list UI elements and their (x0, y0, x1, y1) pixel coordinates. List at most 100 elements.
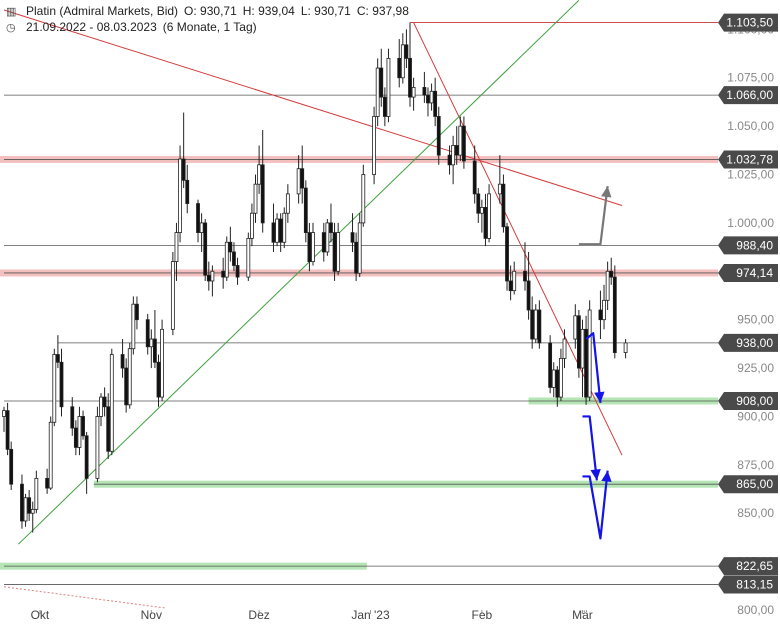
candle-body (332, 232, 337, 272)
candle-body (9, 448, 14, 485)
candle (354, 232, 359, 281)
price-badge: 1.103,50 (718, 13, 778, 32)
candle (350, 213, 355, 252)
candle (555, 366, 560, 407)
candle (181, 112, 186, 189)
candle-body (354, 241, 359, 274)
candle (386, 48, 391, 123)
forecast-arrow (585, 332, 602, 404)
price-badge: 865,00 (718, 475, 778, 494)
candle-body (382, 96, 387, 117)
candle (275, 213, 279, 247)
candle-body (275, 218, 279, 243)
candle (372, 106, 376, 185)
candle-body (77, 416, 82, 448)
candle (429, 83, 434, 111)
candle (361, 164, 366, 227)
candle (59, 348, 64, 417)
candle (580, 319, 585, 398)
candle-body (311, 232, 315, 263)
candle (336, 222, 341, 276)
candle-body (361, 174, 366, 224)
candle-body (408, 57, 412, 98)
candle (311, 222, 315, 266)
candle-body (59, 361, 64, 408)
x-tick-label: Mär (572, 608, 593, 622)
candle-body (479, 207, 484, 214)
price-badge: 988,40 (718, 236, 778, 255)
candle (530, 296, 535, 349)
candle (5, 402, 10, 456)
candle (357, 213, 362, 278)
candle-body (253, 183, 258, 214)
candle-body (185, 179, 190, 204)
candle-body (278, 218, 283, 243)
candle-body (325, 222, 330, 253)
candle (228, 226, 233, 262)
candle-body (321, 232, 326, 253)
candle-body (587, 309, 592, 398)
price-badge: 1.032,78 (718, 150, 778, 169)
period-label: (6 Monate, 1 Tag) (162, 20, 257, 34)
candle-body (462, 125, 466, 162)
price-badge: 974,14 (718, 263, 778, 282)
candle (533, 304, 538, 343)
candle (109, 348, 114, 456)
candle-body (102, 396, 107, 408)
low-value: L: 930,71 (300, 4, 351, 18)
candle (584, 315, 588, 405)
candle-body (576, 315, 581, 369)
candle-body (228, 241, 233, 253)
price-badge-shape (718, 263, 778, 282)
candle (329, 203, 333, 243)
candle-body (199, 222, 204, 233)
candle (73, 420, 78, 456)
candle-body (285, 193, 290, 214)
candle (605, 261, 610, 310)
candle-body (372, 116, 376, 175)
price-badge-shape (718, 575, 778, 594)
candle-body (555, 369, 560, 398)
candle-body (357, 222, 362, 274)
price-badge-label: 1.103,50 (726, 16, 773, 30)
candle-body (411, 87, 416, 98)
candle-body (95, 416, 100, 479)
candle (203, 219, 208, 281)
candle-body (174, 232, 179, 263)
candle-body (296, 168, 301, 195)
y-tick-label: 850,00 (737, 506, 774, 520)
candle (23, 493, 28, 527)
price-badge-label: 813,15 (736, 578, 773, 592)
candle-body (170, 261, 175, 330)
candle (300, 145, 305, 204)
candle (411, 77, 416, 111)
candle (602, 284, 606, 330)
candle-body (250, 212, 254, 239)
candle (598, 290, 603, 340)
candle (451, 135, 456, 185)
candle (156, 354, 161, 407)
candle-body (472, 160, 477, 195)
candle (379, 48, 384, 107)
candle-body (447, 154, 452, 166)
candle-body (224, 241, 229, 278)
trendline (3, 586, 166, 609)
candle-body (530, 309, 535, 340)
candle-body (149, 338, 154, 348)
candle (170, 251, 175, 336)
candle-body (584, 328, 588, 398)
candle (20, 474, 24, 529)
candle (135, 296, 139, 330)
price-badge-label: 988,40 (736, 238, 773, 252)
candle-body (350, 232, 355, 243)
candle-body (153, 338, 157, 363)
candle-body (429, 90, 434, 104)
candle (548, 335, 553, 394)
high-value: H: 939,04 (242, 4, 295, 18)
candle (253, 174, 258, 223)
candle-body (508, 280, 513, 292)
candle (2, 406, 6, 432)
price-badge: 1.066,00 (718, 86, 778, 105)
candle-body (20, 483, 24, 522)
candle-body (307, 232, 312, 263)
